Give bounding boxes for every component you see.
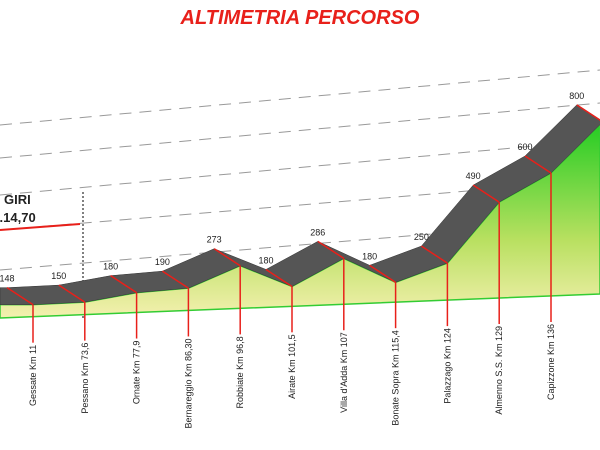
x-tick-label: Robbiate Km 96,8 [235,336,245,408]
ribbon-line [58,284,86,303]
value-label: 490 [466,171,481,181]
value-label: 180 [362,251,377,261]
value-label: 148 [0,274,15,284]
annotation-line [0,223,81,231]
value-label: 250 [414,232,429,242]
x-tick-label: Palazzago Km 124 [442,328,452,404]
value-label: 190 [155,257,170,267]
ribbon-line [472,184,500,203]
value-label: 180 [103,262,118,272]
annotation: m.14,70 [0,210,36,225]
x-tick-label: Pessano Km 73,6 [80,343,90,414]
x-tick-label: Capizzone Km 136 [546,324,556,400]
value-label: 273 [207,235,222,245]
chart-title: ALTIMETRIA PERCORSO [180,7,420,29]
value-label: 150 [51,271,66,281]
ribbon-line [420,245,448,264]
x-tick-label: Villa d'Adda Km 107 [339,332,349,413]
x-tick-label: Gessate Km 11 [28,345,38,406]
x-tick-label: Ornate Km 77,9 [132,341,142,405]
x-tick-label: Almenno S.S. Km 129 [494,326,504,415]
x-tick-label: Airate Km 101,5 [287,334,297,399]
annotation: GIRI [4,192,31,207]
value-label: 600 [517,142,532,152]
plot: 148 Gessate Km 11 150 Pessano Km 73,6 180 Orn… [0,91,600,429]
ribbon-line [265,268,293,288]
ribbon-line [317,240,345,260]
ribbon-line [161,270,189,289]
ribbon-line [110,275,138,294]
ribbon-line [524,155,552,174]
x-tick-label: Bonate Sopra Km 115,4 [391,330,401,425]
value-label: 800 [569,91,584,101]
x-tick-label: Bernareggio Km 86,30 [183,338,193,428]
value-label: 180 [258,255,273,265]
ribbon-line [6,287,34,306]
value-label: 286 [310,227,325,237]
ribbon-line [369,264,397,283]
ribbon-line [576,104,600,121]
ribbon-line [213,248,241,267]
